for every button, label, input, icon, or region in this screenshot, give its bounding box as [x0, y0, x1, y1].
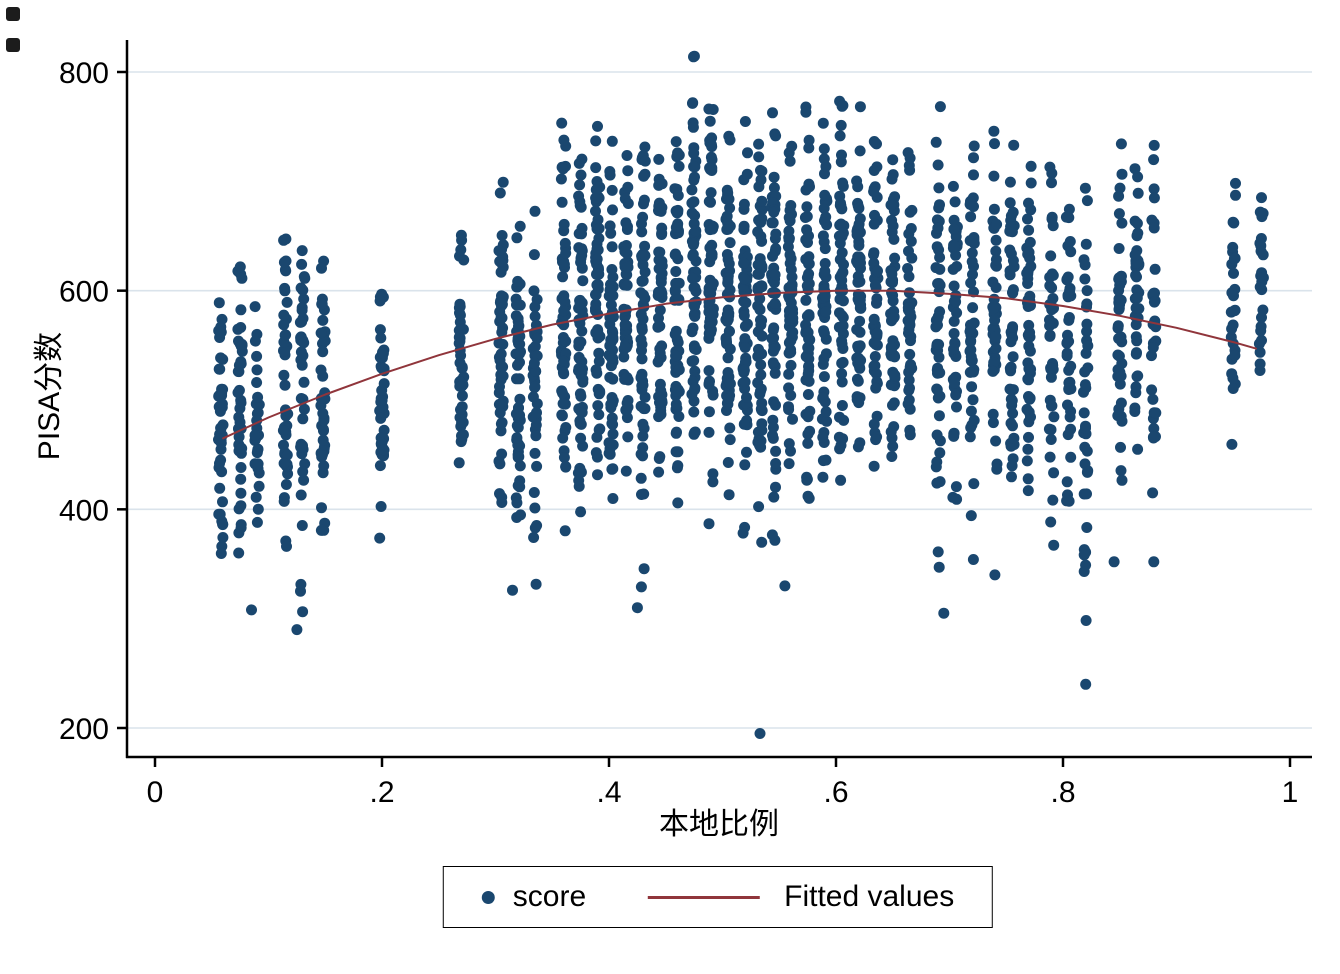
- legend-label-fitted: Fitted values: [784, 880, 955, 913]
- score-marker-icon: [481, 890, 495, 904]
- window-artifact: [6, 7, 20, 21]
- window-artifact: [6, 38, 20, 52]
- svg-text:200: 200: [59, 713, 109, 746]
- legend: score Fitted values: [442, 866, 994, 928]
- y-axis-title: PISA分数: [33, 331, 66, 461]
- scatter-points: [213, 50, 1269, 739]
- fitted-line-icon: [648, 895, 761, 899]
- svg-text:800: 800: [59, 57, 109, 90]
- svg-text:1: 1: [1282, 776, 1299, 809]
- svg-text:.2: .2: [369, 776, 394, 809]
- x-tick-labels: 0 .2 .4 .6 .8 1: [147, 776, 1299, 809]
- x-axis-title: 本地比例: [659, 808, 779, 841]
- svg-text:0: 0: [147, 776, 164, 809]
- legend-label-score: score: [512, 880, 587, 913]
- svg-text:.4: .4: [596, 776, 621, 809]
- y-tick-labels: 200 400 600 800: [59, 57, 109, 746]
- axes: [117, 40, 1312, 767]
- svg-text:.8: .8: [1050, 776, 1075, 809]
- fitted-line: [222, 289, 1257, 440]
- svg-text:600: 600: [59, 276, 109, 309]
- svg-text:400: 400: [59, 494, 109, 527]
- svg-text:.6: .6: [823, 776, 848, 809]
